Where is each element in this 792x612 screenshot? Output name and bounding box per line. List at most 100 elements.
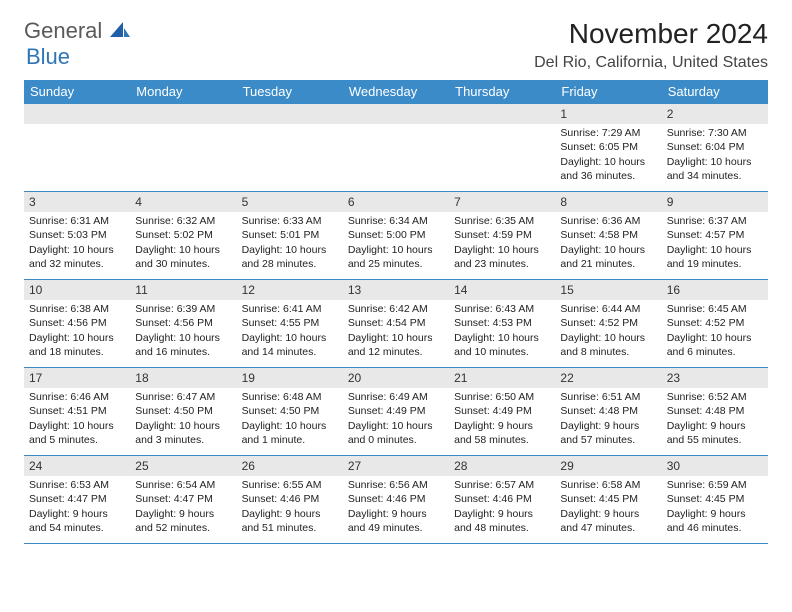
day-details: Sunrise: 6:53 AMSunset: 4:47 PMDaylight:… <box>24 476 130 539</box>
sunrise-line: Sunrise: 6:33 AM <box>242 214 338 228</box>
day-details: Sunrise: 6:49 AMSunset: 4:49 PMDaylight:… <box>343 388 449 451</box>
day-details: Sunrise: 6:57 AMSunset: 4:46 PMDaylight:… <box>449 476 555 539</box>
sunrise-line: Sunrise: 6:56 AM <box>348 478 444 492</box>
sunset-line: Sunset: 4:49 PM <box>348 404 444 418</box>
day-details: Sunrise: 6:55 AMSunset: 4:46 PMDaylight:… <box>237 476 343 539</box>
sunrise-line: Sunrise: 6:59 AM <box>667 478 763 492</box>
day-details: Sunrise: 6:59 AMSunset: 4:45 PMDaylight:… <box>662 476 768 539</box>
day-details: Sunrise: 6:36 AMSunset: 4:58 PMDaylight:… <box>555 212 661 275</box>
sunset-line: Sunset: 4:58 PM <box>560 228 656 242</box>
day-details: Sunrise: 6:37 AMSunset: 4:57 PMDaylight:… <box>662 212 768 275</box>
day-details: Sunrise: 6:48 AMSunset: 4:50 PMDaylight:… <box>237 388 343 451</box>
calendar-empty-cell <box>130 104 236 192</box>
sunrise-line: Sunrise: 6:36 AM <box>560 214 656 228</box>
sunset-line: Sunset: 4:59 PM <box>454 228 550 242</box>
calendar-day-cell: 28Sunrise: 6:57 AMSunset: 4:46 PMDayligh… <box>449 456 555 544</box>
day-details: Sunrise: 7:29 AMSunset: 6:05 PMDaylight:… <box>555 124 661 187</box>
calendar-day-cell: 24Sunrise: 6:53 AMSunset: 4:47 PMDayligh… <box>24 456 130 544</box>
sunset-line: Sunset: 4:48 PM <box>667 404 763 418</box>
weekday-header: Friday <box>555 80 661 104</box>
calendar-day-cell: 20Sunrise: 6:49 AMSunset: 4:49 PMDayligh… <box>343 368 449 456</box>
sunrise-line: Sunrise: 6:34 AM <box>348 214 444 228</box>
day-number: 6 <box>343 192 449 212</box>
day-details: Sunrise: 6:44 AMSunset: 4:52 PMDaylight:… <box>555 300 661 363</box>
weekday-header: Monday <box>130 80 236 104</box>
sunset-line: Sunset: 4:51 PM <box>29 404 125 418</box>
daylight-line: Daylight: 9 hours and 55 minutes. <box>667 419 763 447</box>
empty-day-bar <box>24 104 130 124</box>
day-details: Sunrise: 6:32 AMSunset: 5:02 PMDaylight:… <box>130 212 236 275</box>
sunset-line: Sunset: 4:46 PM <box>454 492 550 506</box>
daylight-line: Daylight: 9 hours and 52 minutes. <box>135 507 231 535</box>
sunrise-line: Sunrise: 6:48 AM <box>242 390 338 404</box>
sunrise-line: Sunrise: 6:42 AM <box>348 302 444 316</box>
daylight-line: Daylight: 10 hours and 3 minutes. <box>135 419 231 447</box>
day-details: Sunrise: 6:54 AMSunset: 4:47 PMDaylight:… <box>130 476 236 539</box>
sunset-line: Sunset: 6:04 PM <box>667 140 763 154</box>
daylight-line: Daylight: 10 hours and 32 minutes. <box>29 243 125 271</box>
day-number: 15 <box>555 280 661 300</box>
day-details: Sunrise: 6:33 AMSunset: 5:01 PMDaylight:… <box>237 212 343 275</box>
sunrise-line: Sunrise: 6:31 AM <box>29 214 125 228</box>
weekday-row: SundayMondayTuesdayWednesdayThursdayFrid… <box>24 80 768 104</box>
page-title: November 2024 <box>534 18 768 50</box>
logo-text: General Blue <box>24 18 130 70</box>
day-number: 29 <box>555 456 661 476</box>
day-details: Sunrise: 6:38 AMSunset: 4:56 PMDaylight:… <box>24 300 130 363</box>
sunrise-line: Sunrise: 6:51 AM <box>560 390 656 404</box>
sunset-line: Sunset: 5:02 PM <box>135 228 231 242</box>
location-text: Del Rio, California, United States <box>534 54 768 72</box>
calendar-day-cell: 8Sunrise: 6:36 AMSunset: 4:58 PMDaylight… <box>555 192 661 280</box>
sunrise-line: Sunrise: 6:45 AM <box>667 302 763 316</box>
day-number: 13 <box>343 280 449 300</box>
sunrise-line: Sunrise: 6:44 AM <box>560 302 656 316</box>
day-number: 9 <box>662 192 768 212</box>
day-details: Sunrise: 7:30 AMSunset: 6:04 PMDaylight:… <box>662 124 768 187</box>
day-number: 12 <box>237 280 343 300</box>
weekday-header: Saturday <box>662 80 768 104</box>
daylight-line: Daylight: 10 hours and 8 minutes. <box>560 331 656 359</box>
sunrise-line: Sunrise: 6:43 AM <box>454 302 550 316</box>
sunset-line: Sunset: 5:01 PM <box>242 228 338 242</box>
day-details: Sunrise: 6:47 AMSunset: 4:50 PMDaylight:… <box>130 388 236 451</box>
day-number: 14 <box>449 280 555 300</box>
daylight-line: Daylight: 10 hours and 5 minutes. <box>29 419 125 447</box>
calendar-week-row: 3Sunrise: 6:31 AMSunset: 5:03 PMDaylight… <box>24 192 768 280</box>
calendar-day-cell: 4Sunrise: 6:32 AMSunset: 5:02 PMDaylight… <box>130 192 236 280</box>
day-number: 20 <box>343 368 449 388</box>
day-number: 8 <box>555 192 661 212</box>
calendar-day-cell: 25Sunrise: 6:54 AMSunset: 4:47 PMDayligh… <box>130 456 236 544</box>
calendar-day-cell: 17Sunrise: 6:46 AMSunset: 4:51 PMDayligh… <box>24 368 130 456</box>
sunrise-line: Sunrise: 6:38 AM <box>29 302 125 316</box>
calendar-day-cell: 21Sunrise: 6:50 AMSunset: 4:49 PMDayligh… <box>449 368 555 456</box>
empty-day-bar <box>237 104 343 124</box>
day-number: 2 <box>662 104 768 124</box>
day-number: 27 <box>343 456 449 476</box>
calendar-week-row: 1Sunrise: 7:29 AMSunset: 6:05 PMDaylight… <box>24 104 768 192</box>
calendar-page: General Blue November 2024 Del Rio, Cali… <box>0 0 792 554</box>
calendar-day-cell: 10Sunrise: 6:38 AMSunset: 4:56 PMDayligh… <box>24 280 130 368</box>
calendar-day-cell: 27Sunrise: 6:56 AMSunset: 4:46 PMDayligh… <box>343 456 449 544</box>
daylight-line: Daylight: 9 hours and 54 minutes. <box>29 507 125 535</box>
day-number: 10 <box>24 280 130 300</box>
calendar-empty-cell <box>449 104 555 192</box>
calendar-day-cell: 12Sunrise: 6:41 AMSunset: 4:55 PMDayligh… <box>237 280 343 368</box>
sunset-line: Sunset: 5:03 PM <box>29 228 125 242</box>
sunrise-line: Sunrise: 6:37 AM <box>667 214 763 228</box>
day-number: 26 <box>237 456 343 476</box>
calendar-table: SundayMondayTuesdayWednesdayThursdayFrid… <box>24 80 768 544</box>
weekday-header: Tuesday <box>237 80 343 104</box>
day-number: 25 <box>130 456 236 476</box>
sunset-line: Sunset: 4:52 PM <box>667 316 763 330</box>
sunrise-line: Sunrise: 6:50 AM <box>454 390 550 404</box>
daylight-line: Daylight: 10 hours and 30 minutes. <box>135 243 231 271</box>
daylight-line: Daylight: 10 hours and 25 minutes. <box>348 243 444 271</box>
weekday-header: Thursday <box>449 80 555 104</box>
daylight-line: Daylight: 10 hours and 36 minutes. <box>560 155 656 183</box>
title-block: November 2024 Del Rio, California, Unite… <box>534 18 768 72</box>
sunrise-line: Sunrise: 6:58 AM <box>560 478 656 492</box>
day-details: Sunrise: 6:42 AMSunset: 4:54 PMDaylight:… <box>343 300 449 363</box>
day-details: Sunrise: 6:34 AMSunset: 5:00 PMDaylight:… <box>343 212 449 275</box>
sunset-line: Sunset: 4:56 PM <box>29 316 125 330</box>
day-details: Sunrise: 6:45 AMSunset: 4:52 PMDaylight:… <box>662 300 768 363</box>
